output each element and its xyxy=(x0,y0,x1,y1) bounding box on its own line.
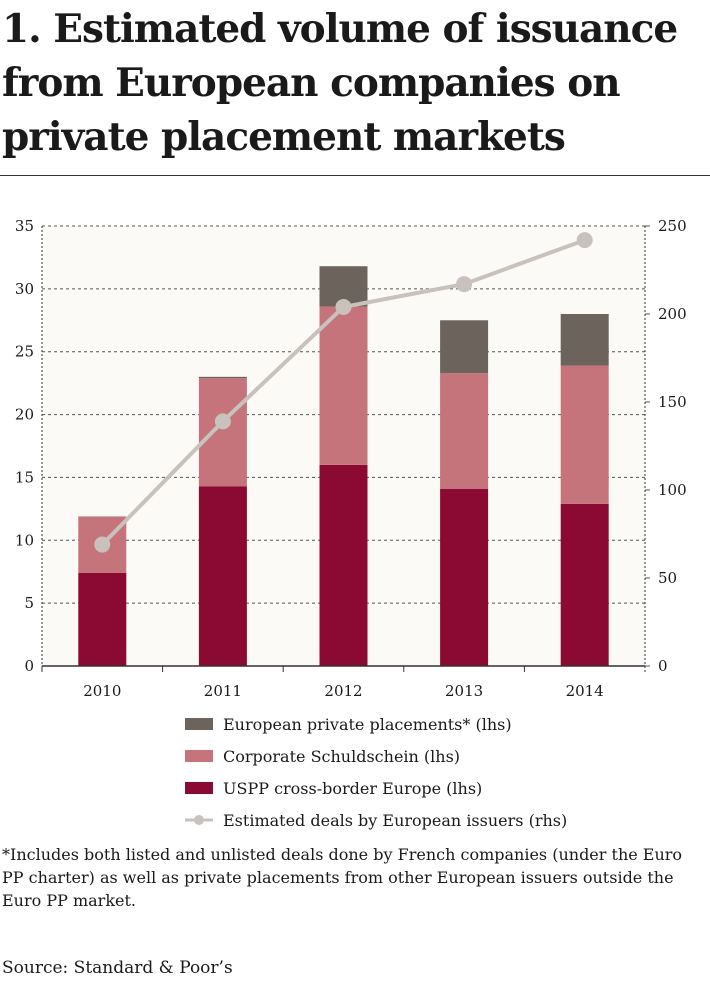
footnote: *Includes both listed and unlisted deals… xyxy=(2,845,683,910)
legend-label: USPP cross-border Europe (lhs) xyxy=(223,778,483,798)
legend: European private placements* (lhs) Corpo… xyxy=(185,708,567,836)
chart-title: 1. Estimated volume of issuance from Eur… xyxy=(2,6,678,160)
y-right-tick-label: 150 xyxy=(658,393,687,411)
legend-label: Estimated deals by European issuers (rhs… xyxy=(223,810,568,830)
x-tick-label: 2013 xyxy=(445,682,483,700)
y-left-tick-label: 10 xyxy=(15,531,34,549)
line-point xyxy=(576,232,593,249)
y-right-tick-label: 200 xyxy=(658,305,687,323)
line-point xyxy=(214,413,231,430)
legend-item: Estimated deals by European issuers (rhs… xyxy=(185,804,567,836)
bar-segment xyxy=(560,503,609,666)
x-tick-label: 2011 xyxy=(204,682,242,700)
line-point xyxy=(94,536,111,553)
legend-item: Corporate Schuldschein (lhs) xyxy=(185,740,567,772)
source: Source: Standard & Poor’s xyxy=(2,958,233,978)
bar-segment xyxy=(319,464,368,666)
y-right-tick-label: 50 xyxy=(658,569,677,587)
legend-item: European private placements* (lhs) xyxy=(185,708,567,740)
bar-segment xyxy=(198,376,247,379)
legend-swatch xyxy=(185,750,213,762)
x-tick-label: 2012 xyxy=(324,682,362,700)
bar-segment xyxy=(198,378,247,487)
bar-segment xyxy=(560,365,609,504)
y-left-tick-label: 15 xyxy=(15,468,34,486)
y-left-tick-label: 30 xyxy=(15,280,34,298)
y-left-tick-label: 35 xyxy=(15,217,34,235)
bar-segment xyxy=(78,572,127,666)
x-tick-label: 2014 xyxy=(566,682,604,700)
bar-segment xyxy=(198,486,247,666)
bar-segment xyxy=(440,488,489,666)
y-right-tick-label: 100 xyxy=(658,481,687,499)
legend-line-marker xyxy=(185,815,213,825)
y-left-tick-label: 20 xyxy=(15,406,34,424)
line-point xyxy=(456,276,473,293)
bar-segment xyxy=(440,320,489,374)
x-tick-label: 2010 xyxy=(83,682,121,700)
legend-item: USPP cross-border Europe (lhs) xyxy=(185,772,567,804)
y-right-tick-label: 0 xyxy=(658,657,668,675)
bar-segment xyxy=(319,306,368,465)
y-left-tick-label: 5 xyxy=(24,594,34,612)
legend-swatch xyxy=(185,782,213,794)
bar-segment xyxy=(440,373,489,489)
legend-label: Corporate Schuldschein (lhs) xyxy=(223,746,461,766)
line-point xyxy=(335,298,352,315)
title-divider xyxy=(0,175,710,176)
legend-swatch xyxy=(185,718,213,730)
y-left-tick-label: 0 xyxy=(24,657,34,675)
y-left-tick-label: 25 xyxy=(15,343,34,361)
bar-segment xyxy=(560,314,609,366)
y-right-tick-label: 250 xyxy=(658,217,687,235)
legend-label: European private placements* (lhs) xyxy=(223,714,512,734)
chart: 0 5 10 15 20 25 30 35 0 50 100 150 200 250 2010 2011 201… xyxy=(15,217,687,700)
